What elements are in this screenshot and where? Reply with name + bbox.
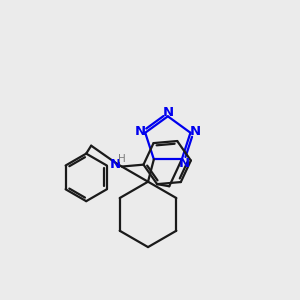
Text: N: N: [190, 125, 201, 138]
Text: H: H: [118, 154, 126, 164]
Text: N: N: [162, 106, 173, 119]
Text: N: N: [110, 158, 121, 171]
Text: N: N: [135, 125, 146, 138]
Text: N: N: [179, 157, 190, 170]
